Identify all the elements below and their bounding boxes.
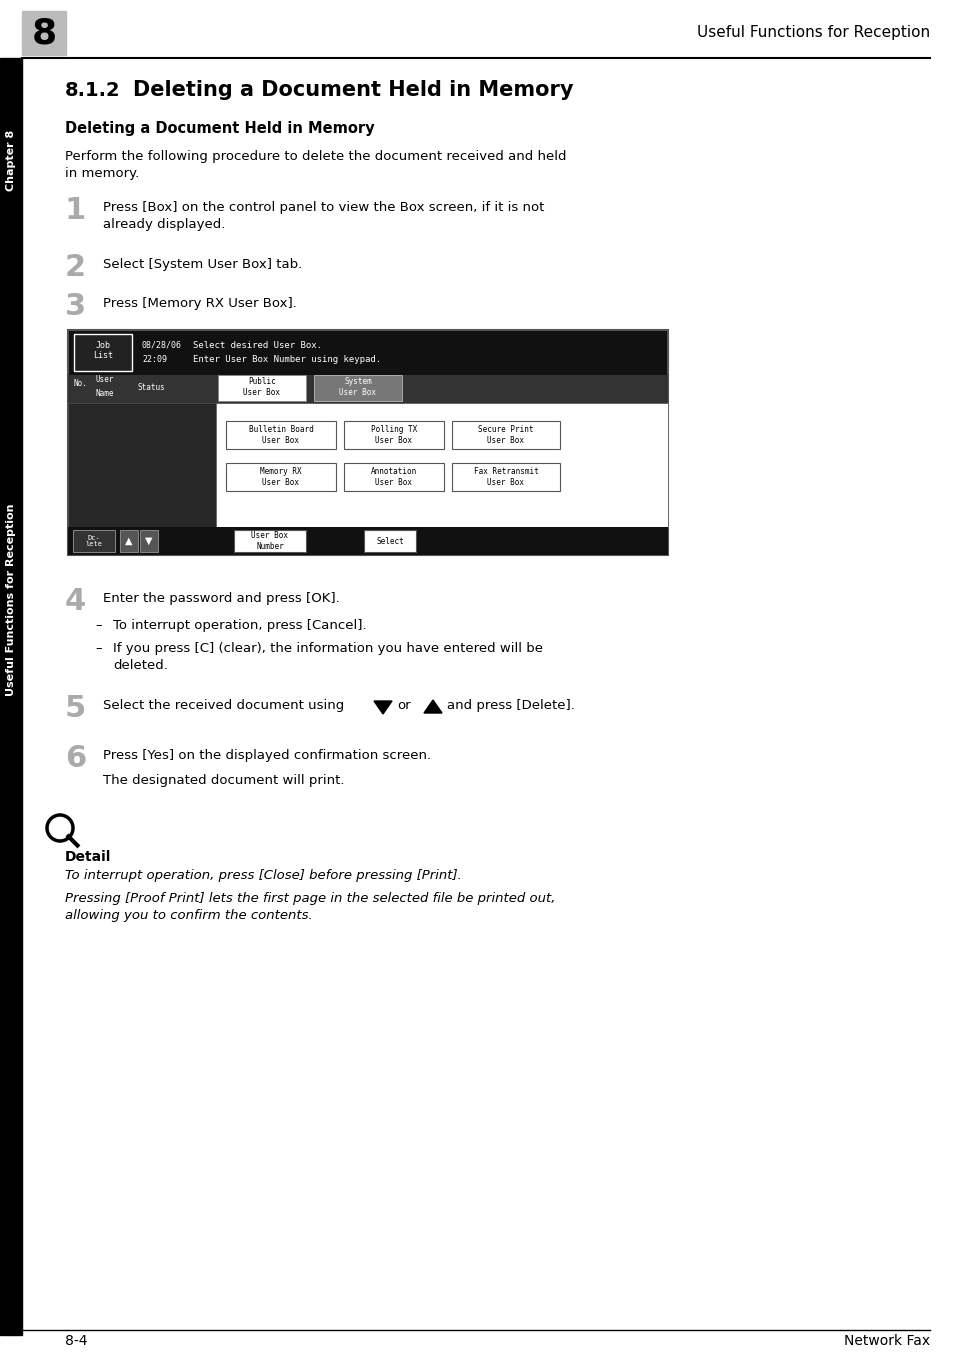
- Bar: [452, 420, 559, 449]
- Bar: [452, 462, 559, 491]
- Text: Press [Memory RX User Box].: Press [Memory RX User Box].: [103, 297, 296, 310]
- Text: Memory RX
User Box: Memory RX User Box: [260, 468, 301, 487]
- Text: 4: 4: [65, 587, 86, 617]
- Text: Select [System User Box] tab.: Select [System User Box] tab.: [103, 258, 302, 270]
- Text: Useful Functions for Reception: Useful Functions for Reception: [696, 26, 929, 41]
- Bar: [22, 11, 66, 55]
- Text: 2: 2: [65, 253, 86, 283]
- Text: Dc-
lete: Dc- lete: [86, 535, 102, 548]
- Text: 8-4: 8-4: [65, 1334, 88, 1348]
- Text: –: –: [95, 642, 102, 654]
- Bar: [226, 462, 335, 491]
- Bar: [120, 530, 138, 552]
- Bar: [68, 330, 667, 556]
- Text: 8: 8: [31, 16, 56, 50]
- Text: ▲: ▲: [125, 535, 132, 546]
- Bar: [314, 375, 401, 402]
- Text: Deleting a Document Held in Memory: Deleting a Document Held in Memory: [65, 120, 375, 135]
- Text: No.: No.: [74, 379, 88, 388]
- Text: ▼: ▼: [145, 535, 152, 546]
- Text: 08/28/06: 08/28/06: [142, 341, 182, 350]
- Text: The designated document will print.: The designated document will print.: [103, 773, 344, 787]
- Text: allowing you to confirm the contents.: allowing you to confirm the contents.: [65, 909, 313, 922]
- Text: To interrupt operation, press [Cancel].: To interrupt operation, press [Cancel].: [112, 619, 366, 631]
- Text: Job
List: Job List: [92, 341, 112, 360]
- Text: in memory.: in memory.: [65, 168, 139, 180]
- Bar: [68, 375, 667, 403]
- Text: Perform the following procedure to delete the document received and held: Perform the following procedure to delet…: [65, 150, 566, 164]
- Bar: [0, 58, 22, 1334]
- Text: –: –: [95, 619, 102, 631]
- Text: Bulletin Board
User Box: Bulletin Board User Box: [249, 425, 313, 445]
- Text: Press [Yes] on the displayed confirmation screen.: Press [Yes] on the displayed confirmatio…: [103, 749, 431, 763]
- Text: Annotation
User Box: Annotation User Box: [371, 468, 416, 487]
- Text: User Box
Number: User Box Number: [252, 531, 288, 550]
- Text: Chapter 8: Chapter 8: [6, 130, 16, 191]
- Bar: [74, 334, 132, 370]
- Text: 5: 5: [65, 694, 86, 723]
- Text: Detail: Detail: [65, 850, 112, 864]
- Bar: [344, 462, 443, 491]
- Text: or: or: [396, 699, 410, 713]
- Text: User: User: [96, 376, 114, 384]
- Text: 1: 1: [65, 196, 86, 224]
- Text: Deleting a Document Held in Memory: Deleting a Document Held in Memory: [132, 80, 573, 100]
- Text: Pressing [Proof Print] lets the first page in the selected file be printed out,: Pressing [Proof Print] lets the first pa…: [65, 892, 555, 904]
- Text: Select desired User Box.: Select desired User Box.: [193, 341, 322, 350]
- Bar: [344, 420, 443, 449]
- Text: If you press [C] (clear), the information you have entered will be: If you press [C] (clear), the informatio…: [112, 642, 542, 654]
- Text: 3: 3: [65, 292, 86, 320]
- Bar: [226, 420, 335, 449]
- Text: deleted.: deleted.: [112, 658, 168, 672]
- Text: Fax Retransmit
User Box: Fax Retransmit User Box: [473, 468, 537, 487]
- Text: To interrupt operation, press [Close] before pressing [Print].: To interrupt operation, press [Close] be…: [65, 869, 461, 882]
- Text: Status: Status: [138, 383, 166, 392]
- Text: Enter the password and press [OK].: Enter the password and press [OK].: [103, 592, 339, 604]
- Text: Enter User Box Number using keypad.: Enter User Box Number using keypad.: [193, 356, 381, 365]
- Bar: [218, 375, 306, 402]
- Text: Name: Name: [96, 388, 114, 397]
- Bar: [215, 403, 667, 527]
- Text: Network Fax: Network Fax: [843, 1334, 929, 1348]
- Bar: [140, 530, 158, 552]
- Text: Select: Select: [375, 537, 403, 545]
- Text: 8.1.2: 8.1.2: [65, 81, 120, 100]
- Bar: [68, 527, 667, 556]
- Bar: [233, 530, 306, 552]
- Text: System
User Box: System User Box: [339, 377, 376, 396]
- Text: Useful Functions for Reception: Useful Functions for Reception: [6, 504, 16, 696]
- Text: Public
User Box: Public User Box: [243, 377, 280, 396]
- Polygon shape: [423, 700, 441, 713]
- Text: and press [Delete].: and press [Delete].: [447, 699, 575, 713]
- Polygon shape: [374, 700, 392, 714]
- Bar: [364, 530, 416, 552]
- Text: Select the received document using: Select the received document using: [103, 699, 344, 713]
- Text: Press [Box] on the control panel to view the Box screen, if it is not: Press [Box] on the control panel to view…: [103, 201, 544, 214]
- Text: Secure Print
User Box: Secure Print User Box: [477, 425, 533, 445]
- Text: already displayed.: already displayed.: [103, 218, 225, 231]
- Bar: [73, 530, 115, 552]
- Text: 6: 6: [65, 744, 86, 773]
- Text: 22:09: 22:09: [142, 356, 167, 365]
- Text: Polling TX
User Box: Polling TX User Box: [371, 425, 416, 445]
- Bar: [68, 403, 215, 527]
